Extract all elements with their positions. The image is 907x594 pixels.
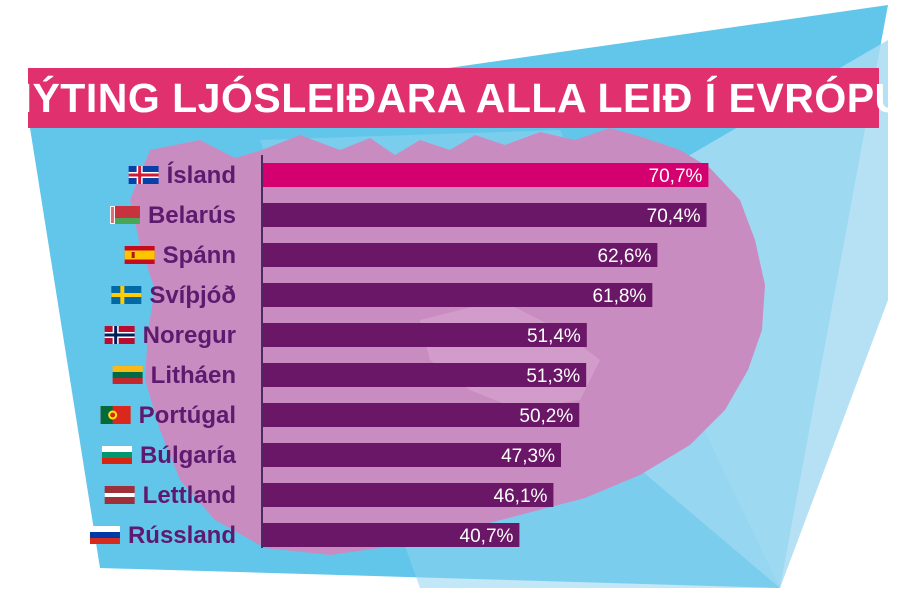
- value-label-6: 51,3%: [526, 366, 580, 387]
- flag-portugal-icon: [100, 406, 131, 424]
- bar-2: [263, 203, 707, 227]
- title-banner: NÝTING LJÓSLEIÐARA ALLA LEIÐ Í EVRÓPU: [2, 68, 904, 128]
- value-label-3: 62,6%: [598, 246, 652, 267]
- category-label-8: Búlgaría: [140, 442, 237, 469]
- value-label-5: 51,4%: [527, 326, 581, 347]
- flag-lithuania-icon: [112, 366, 143, 384]
- category-label-5: Noregur: [143, 322, 236, 349]
- value-label-8: 47,3%: [501, 446, 555, 467]
- flag-iceland-icon: [128, 166, 159, 184]
- category-label-6: Litháen: [151, 362, 236, 389]
- flag-russia-icon: [89, 526, 120, 544]
- flag-latvia-icon: [104, 486, 135, 504]
- flag-bulgaria-icon: [101, 446, 132, 464]
- value-label-4: 61,8%: [592, 286, 646, 307]
- bar-1: [263, 163, 709, 187]
- value-label-7: 50,2%: [519, 406, 573, 427]
- category-label-1: Ísland: [167, 161, 236, 189]
- bar-9: [263, 483, 554, 507]
- flag-norway-icon: [104, 326, 135, 344]
- flag-belarus-icon: [109, 206, 140, 224]
- value-label-10: 40,7%: [460, 526, 514, 547]
- flag-spain-icon: [124, 246, 155, 264]
- bar-7: [263, 403, 580, 427]
- bar-5: [263, 323, 587, 347]
- chart-title: NÝTING LJÓSLEIÐARA ALLA LEIÐ Í EVRÓPU: [2, 74, 905, 121]
- category-label-4: Svíþjóð: [149, 282, 236, 309]
- value-label-9: 46,1%: [494, 486, 548, 507]
- value-label-2: 70,4%: [647, 206, 701, 227]
- category-label-3: Spánn: [163, 242, 236, 269]
- bar-3: [263, 243, 658, 267]
- category-label-7: Portúgal: [139, 402, 236, 429]
- bar-10: [263, 523, 520, 547]
- flag-sweden-icon: [111, 286, 142, 304]
- category-label-9: Lettland: [143, 482, 236, 509]
- bar-6: [263, 363, 587, 387]
- bar-4: [263, 283, 653, 307]
- value-label-1: 70,7%: [649, 166, 703, 187]
- category-label-2: Belarús: [148, 202, 236, 229]
- category-label-10: Rússland: [128, 522, 236, 549]
- bar-8: [263, 443, 561, 467]
